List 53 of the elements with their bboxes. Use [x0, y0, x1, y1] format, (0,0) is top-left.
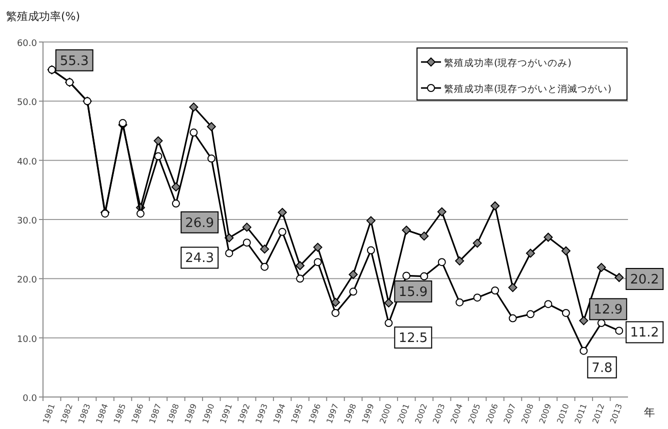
x-tick-label: 2006	[484, 402, 500, 425]
x-tick-label: 2004	[449, 402, 464, 425]
x-tick-label: 2000	[378, 402, 394, 425]
y-tick-label: 30.0	[16, 216, 38, 226]
x-tick-label: 1993	[254, 402, 270, 425]
x-tick-label: 2008	[520, 402, 536, 425]
y-tick-label: 40.0	[16, 157, 38, 168]
x-tick-label: 2011	[573, 402, 589, 425]
x-tick-label: 2003	[431, 402, 447, 425]
x-tick-label: 2010	[555, 402, 571, 425]
legend-label: 繁殖成功率(現存つがいと消滅つがい)	[444, 83, 612, 95]
x-tick-label: 2013	[608, 402, 624, 425]
x-tick-label: 1986	[130, 402, 146, 425]
x-tick-label: 1998	[342, 402, 358, 425]
x-tick-label: 2012	[590, 402, 606, 425]
data-label: 20.2	[630, 272, 660, 288]
data-label: 7.8	[592, 360, 612, 376]
x-tick-label: 1984	[94, 402, 110, 425]
x-tick-label: 2005	[466, 402, 482, 425]
x-tick-label: 1988	[165, 402, 181, 425]
x-tick-label: 2001	[396, 402, 412, 425]
x-tick-label: 1992	[236, 402, 252, 425]
x-tick-label: 2007	[502, 402, 518, 425]
x-tick-label: 1982	[59, 402, 74, 425]
y-tick-label: 20.0	[16, 276, 38, 286]
x-tick-label: 1990	[200, 402, 216, 425]
x-tick-label: 1989	[183, 402, 199, 425]
y-tick-label: 10.0	[16, 334, 38, 345]
x-tick-label: 1995	[290, 402, 305, 425]
data-label: 24.3	[185, 251, 214, 266]
x-tick-label: 1999	[360, 402, 376, 425]
x-tick-label: 1985	[112, 402, 128, 425]
data-label: 55.3	[60, 54, 89, 69]
legend-label: 繁殖成功率(現存つがいのみ)	[444, 57, 572, 69]
data-label: 15.9	[398, 284, 428, 300]
data-label: 26.9	[185, 216, 214, 231]
y-axis-title: 繁殖成功率(%)	[6, 10, 80, 23]
x-tick-label: 1994	[272, 402, 288, 425]
x-tick-label: 2009	[538, 402, 554, 425]
y-tick-label: 50.0	[16, 98, 38, 108]
x-tick-label: 2002	[414, 402, 430, 425]
data-label: 12.5	[398, 331, 428, 346]
y-tick-label: 0.0	[22, 394, 38, 404]
x-tick-label: 1983	[76, 402, 92, 425]
x-tick-label: 1997	[324, 402, 340, 425]
x-axis-title: 年	[644, 406, 655, 419]
x-tick-label: 1987	[148, 402, 164, 425]
y-tick-label: 60.0	[16, 39, 38, 49]
x-tick-label: 1991	[218, 402, 234, 425]
data-label: 11.2	[630, 326, 660, 341]
data-label: 12.9	[594, 302, 623, 318]
x-tick-label: 1996	[307, 402, 323, 425]
x-tick-label: 1981	[41, 402, 57, 425]
